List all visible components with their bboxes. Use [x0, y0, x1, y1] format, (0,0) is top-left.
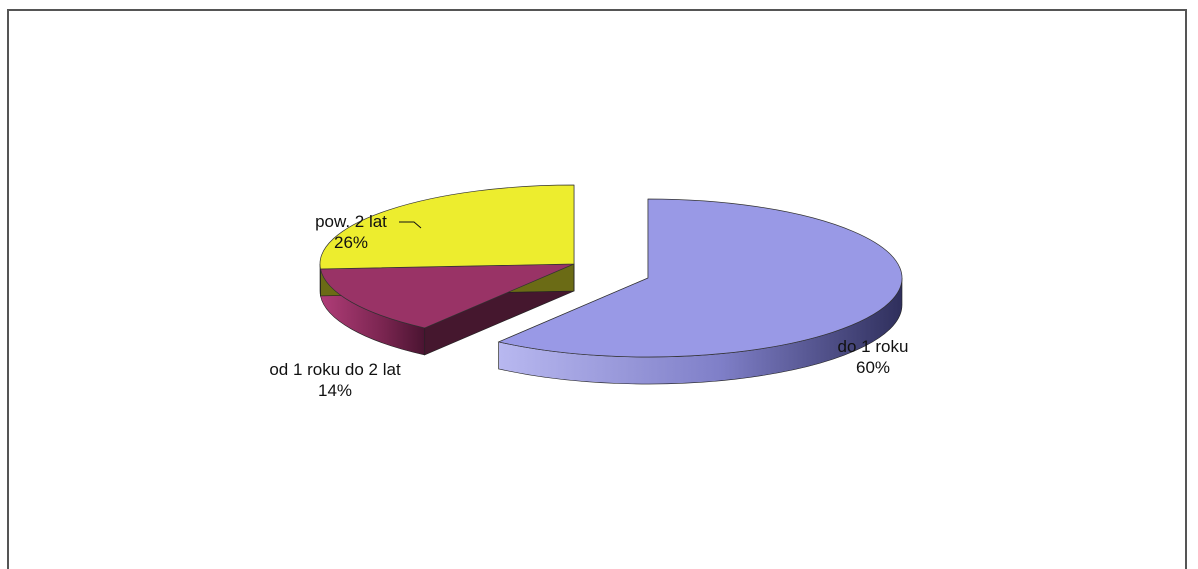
- pie-chart: [319, 184, 903, 385]
- slice-label-od-1-roku-do-2-lat: od 1 roku do 2 lat 14%: [245, 359, 425, 401]
- slice-percent: 26%: [333, 233, 369, 252]
- slice-top-pow-2-lat: [319, 184, 575, 270]
- slice-top-od-1-roku-do-2-lat: [320, 263, 575, 329]
- slice-name: od 1 roku do 2 lat: [269, 360, 401, 379]
- slice-top-do-1-roku: [497, 198, 903, 358]
- slice-name: pow. 2 lat: [315, 212, 387, 231]
- slice-label-do-1-roku: do 1 roku 60%: [808, 336, 938, 378]
- slice-name: do 1 roku: [837, 337, 909, 356]
- chart-frame: [7, 9, 1187, 569]
- slice-percent: 14%: [317, 381, 353, 400]
- leader-line-pow-2-lat: [399, 221, 422, 229]
- slice-percent: 60%: [855, 358, 891, 377]
- slice-label-pow-2-lat: pow. 2 lat 26%: [296, 211, 406, 253]
